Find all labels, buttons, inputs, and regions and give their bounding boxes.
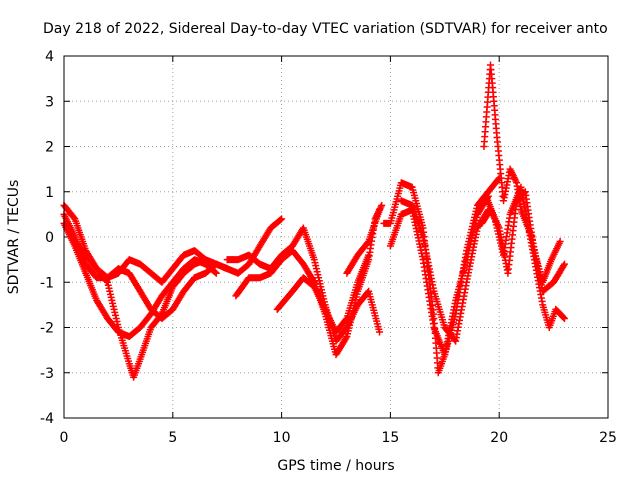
data-point bbox=[201, 256, 209, 264]
series-trace-i bbox=[343, 206, 384, 277]
series-trace-l bbox=[397, 197, 492, 345]
chart-title: Day 218 of 2022, Sidereal Day-to-day VTE… bbox=[43, 21, 608, 37]
grid bbox=[64, 56, 608, 418]
data-point bbox=[560, 313, 568, 321]
series-trace-f bbox=[223, 224, 384, 345]
x-axis-label: GPS time / hours bbox=[277, 458, 394, 474]
data-point bbox=[278, 215, 286, 223]
series-trace-a bbox=[60, 201, 231, 381]
y-tick-label: 4 bbox=[45, 49, 54, 65]
data-point bbox=[378, 201, 386, 209]
x-tick-label: 25 bbox=[599, 430, 617, 446]
x-tick-label: 15 bbox=[381, 430, 399, 446]
data-point bbox=[560, 314, 568, 322]
x-tick-label: 0 bbox=[60, 430, 69, 446]
data-points bbox=[60, 61, 568, 381]
series-trace-d bbox=[71, 238, 209, 286]
plot-frame bbox=[63, 55, 609, 419]
series-trace-k bbox=[386, 192, 492, 359]
x-tick-label: 10 bbox=[273, 430, 291, 446]
series-trace-o bbox=[478, 188, 564, 286]
y-tick-label: 3 bbox=[45, 94, 54, 110]
series-trace-c bbox=[60, 210, 199, 322]
data-point bbox=[212, 269, 220, 277]
y-tick-label: 0 bbox=[45, 230, 54, 246]
data-point bbox=[277, 216, 285, 224]
data-point bbox=[200, 255, 208, 263]
x-tick-label: 20 bbox=[490, 430, 508, 446]
data-point bbox=[560, 260, 568, 268]
y-tick-labels: -4 -3 -2 -1 0 1 2 3 4 bbox=[40, 49, 54, 427]
y-tick-label: -4 bbox=[40, 411, 54, 427]
data-point bbox=[376, 206, 384, 214]
y-tick-label: 1 bbox=[45, 185, 54, 201]
data-point bbox=[342, 316, 350, 324]
y-tick-label: -2 bbox=[40, 321, 54, 337]
data-point bbox=[342, 334, 350, 342]
x-tick-label: 5 bbox=[168, 430, 177, 446]
y-tick-label: 2 bbox=[45, 140, 54, 156]
data-point bbox=[560, 262, 568, 270]
data-point bbox=[211, 268, 219, 276]
data-point bbox=[365, 251, 373, 259]
y-axis-label: SDTVAR / TECUs bbox=[6, 180, 22, 295]
y-tick-label: -1 bbox=[40, 275, 54, 291]
data-point bbox=[556, 238, 564, 246]
series-trace-h bbox=[273, 251, 373, 336]
y-tick-label: -3 bbox=[40, 366, 54, 382]
x-tick-labels: 0 5 10 15 20 25 bbox=[60, 430, 617, 446]
data-point bbox=[376, 328, 384, 336]
